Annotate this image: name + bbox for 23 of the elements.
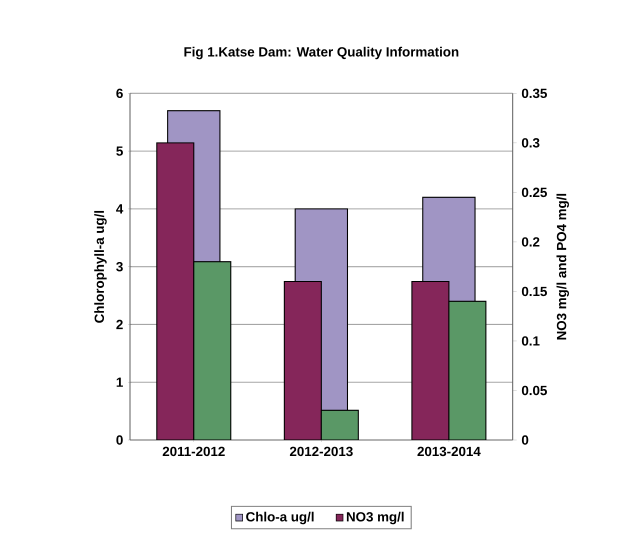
y-tick-label: 4 <box>116 204 124 214</box>
y2-tick-label: 0.05 <box>522 386 547 396</box>
y-tick-label: 6 <box>116 88 123 98</box>
legend-label: Chlo-a ug/l <box>246 512 314 524</box>
y2-tick-label: 0 <box>522 435 528 445</box>
legend-label: NO3 mg/l <box>346 512 404 524</box>
y-tick-label: 5 <box>116 146 123 156</box>
x-tick-label: 2013-2014 <box>417 446 481 456</box>
x-tick-label: 2011-2012 <box>162 446 225 456</box>
y2-tick-label: 0.15 <box>522 286 547 296</box>
x-tick-label: 2012-2013 <box>290 446 353 456</box>
y2-axis-title: NO3 mg/l and PO4 mg/l <box>556 194 569 340</box>
y-tick-label: 2 <box>116 320 123 330</box>
y2-tick-label: 0.25 <box>522 188 547 198</box>
y-axis-title: Chlorophyll-a ug/l <box>94 210 107 323</box>
chart-title: Fig 1.Katse Dam: Water Quality Information <box>184 46 458 60</box>
y2-tick-label: 0.1 <box>522 336 540 346</box>
y-tick-label: 1 <box>116 378 123 387</box>
y2-tick-label: 0.2 <box>522 237 540 247</box>
y-tick-label: 3 <box>116 262 123 272</box>
y2-tick-label: 0.35 <box>522 88 547 98</box>
y-tick-label: 0 <box>116 435 123 445</box>
y2-tick-label: 0.3 <box>522 138 540 148</box>
